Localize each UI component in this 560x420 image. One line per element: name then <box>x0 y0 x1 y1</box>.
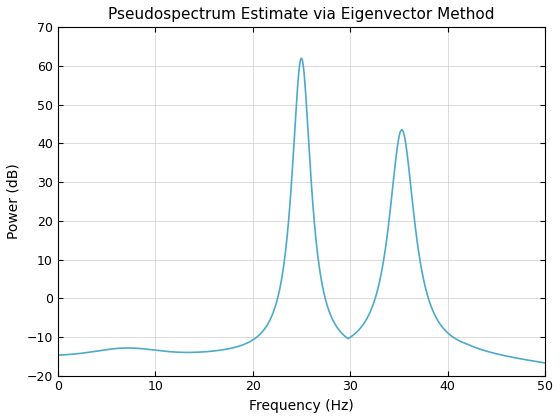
Y-axis label: Power (dB): Power (dB) <box>7 163 21 239</box>
X-axis label: Frequency (Hz): Frequency (Hz) <box>249 399 354 413</box>
Title: Pseudospectrum Estimate via Eigenvector Method: Pseudospectrum Estimate via Eigenvector … <box>108 7 494 22</box>
